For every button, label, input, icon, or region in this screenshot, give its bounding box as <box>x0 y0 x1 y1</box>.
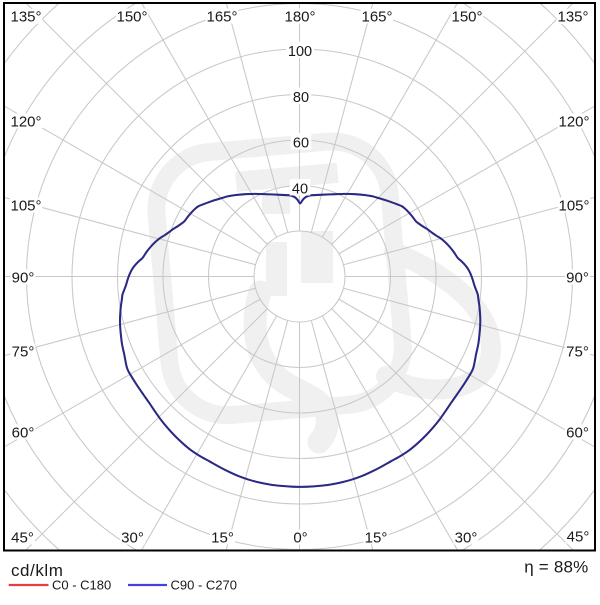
svg-text:90°: 90° <box>12 269 35 286</box>
svg-text:150°: 150° <box>116 8 147 25</box>
svg-text:15°: 15° <box>365 529 388 546</box>
svg-text:C90 - C270: C90 - C270 <box>171 578 237 593</box>
svg-text:45°: 45° <box>11 529 34 546</box>
svg-text:η = 88%: η = 88% <box>524 558 588 577</box>
svg-text:165°: 165° <box>361 8 392 25</box>
svg-text:180°: 180° <box>284 8 315 25</box>
svg-text:45°: 45° <box>567 528 590 545</box>
svg-text:120°: 120° <box>10 113 41 130</box>
svg-text:cd/klm: cd/klm <box>11 561 63 580</box>
svg-text:105°: 105° <box>558 197 589 214</box>
svg-text:60: 60 <box>293 135 309 151</box>
svg-text:75°: 75° <box>12 343 35 360</box>
svg-text:75°: 75° <box>566 343 589 360</box>
svg-text:120°: 120° <box>558 113 589 130</box>
svg-text:165°: 165° <box>206 8 237 25</box>
svg-text:30°: 30° <box>121 529 144 546</box>
svg-text:0°: 0° <box>293 529 307 546</box>
svg-text:105°: 105° <box>10 197 41 214</box>
svg-text:135°: 135° <box>557 9 588 26</box>
svg-text:150°: 150° <box>451 8 482 25</box>
svg-text:15°: 15° <box>211 529 234 546</box>
svg-text:C0 - C180: C0 - C180 <box>52 578 111 593</box>
svg-text:60°: 60° <box>12 424 35 441</box>
svg-text:60°: 60° <box>566 424 589 441</box>
svg-text:90°: 90° <box>566 269 589 286</box>
svg-text:135°: 135° <box>10 9 41 26</box>
svg-text:80: 80 <box>293 90 309 106</box>
svg-text:40: 40 <box>292 181 308 197</box>
svg-text:100: 100 <box>288 44 312 60</box>
svg-text:30°: 30° <box>455 529 478 546</box>
